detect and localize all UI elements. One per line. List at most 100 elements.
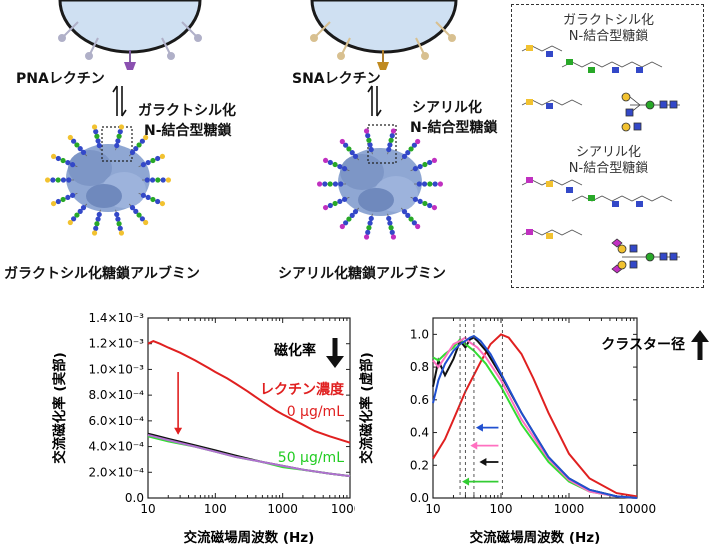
glycan-residue <box>337 198 343 205</box>
y-tick-label: 0.8 <box>410 360 429 374</box>
glycan-residue <box>55 177 61 183</box>
glycan-residue <box>342 196 348 202</box>
glycan-residue <box>412 196 418 202</box>
imaginary-part-chart: 10 100 1000 10000 0.0 0.2 0.4 0.6 0.8 1.0 交流磁場周波数 … <box>358 317 709 546</box>
glycan-residue <box>96 142 102 149</box>
inset-structures <box>521 45 680 274</box>
real-part-chart: 10 100 1000 10000 0.0 2.0×10⁻⁴ 4.0×10⁻⁴ 6.0×10⁻… <box>51 311 355 546</box>
glycan-residue <box>116 133 122 139</box>
glycan-residue <box>322 204 329 211</box>
glycan-residue <box>77 146 83 152</box>
left-glycan-label-2: N-結合型糖鎖 <box>144 123 232 139</box>
glycan-residue <box>431 204 438 211</box>
schematic <box>44 0 458 240</box>
plot-frame <box>147 317 351 499</box>
glycan-residue <box>117 225 123 231</box>
series-line-4 <box>432 334 638 499</box>
glycan-residue <box>139 216 145 222</box>
series-line-3 <box>432 336 638 499</box>
glycan-residue <box>94 133 100 139</box>
glycan-residue <box>71 138 77 144</box>
glycan-residue <box>368 215 374 222</box>
left-albumin-label: ガラクトシル化糖鎖アルブミン <box>4 266 200 282</box>
glycan-residue <box>322 181 328 187</box>
right-nanoparticle <box>310 0 458 70</box>
glycan-residue <box>338 181 344 187</box>
shift-arrow-head-3 <box>462 477 470 486</box>
glycan-residue <box>91 124 98 130</box>
glycan-residue <box>133 146 139 152</box>
glycan-residue <box>332 161 338 168</box>
arrow-label-susceptibility: 磁化率 <box>274 342 316 359</box>
glycan-residue <box>115 216 121 222</box>
glycan-residue <box>96 211 102 218</box>
glycan-residue <box>55 198 61 205</box>
glycan-residue <box>389 133 395 139</box>
right-albumin-label: シアリル化糖鎖アルブミン <box>278 266 446 282</box>
y-axis-label: 交流磁化率 (虚部) <box>358 352 375 464</box>
glycan-residue <box>93 129 99 135</box>
inset-bottom-label-2: N-結合型糖鎖 <box>568 161 649 176</box>
glycan-residue <box>388 137 394 143</box>
glycan-structure-inset: ガラクトシル化 N-結合型糖鎖 シアリル化 N-結合型糖鎖 <box>511 4 704 288</box>
y-tick-label: 2.0×10⁻⁴ <box>88 465 144 479</box>
legend-50: 50 μg/mL <box>278 450 344 466</box>
glycan-residue <box>390 128 397 134</box>
y-tick-label: 0.2 <box>410 458 429 472</box>
glycan-residue <box>65 159 71 166</box>
glycan-residue <box>422 161 428 168</box>
glycan-residue <box>118 124 125 130</box>
glycan-residue <box>55 155 61 162</box>
glycan-residue <box>114 142 120 149</box>
glycan-residue <box>390 234 397 240</box>
glycan-residue <box>415 223 421 230</box>
glycan-residue <box>115 138 121 144</box>
glycan-residue <box>60 177 67 183</box>
y-tick-label: 0.0 <box>125 491 144 505</box>
series-line-1 <box>432 336 638 499</box>
down-arrow-head <box>326 356 344 368</box>
glycan-residue <box>149 177 156 183</box>
glycan-residue <box>70 192 76 198</box>
x-tick-label: 10000 <box>331 502 355 516</box>
glycan-residue <box>342 166 348 172</box>
glycan-residue <box>352 153 359 159</box>
plot-frame <box>432 317 638 499</box>
glycan-residue <box>417 198 423 205</box>
glycan-residue <box>80 205 87 211</box>
glycan-residue <box>65 194 71 201</box>
glycan-residue <box>70 162 76 168</box>
series-line-3 <box>147 434 351 478</box>
legend-title: レクチン濃度 <box>260 381 345 398</box>
glycan-residue <box>327 202 333 209</box>
glycan-residue <box>346 216 352 222</box>
glycan-residue <box>95 138 101 144</box>
glycan-residue <box>118 230 125 236</box>
y-tick-label: 0.0 <box>410 491 429 505</box>
glycan-residue <box>386 146 392 153</box>
glycan-residue <box>160 177 166 183</box>
arrow-label-cluster-size: クラスター径 <box>601 336 685 353</box>
glycan-residue <box>60 196 66 203</box>
glycan-residue <box>421 181 428 187</box>
legend-0: 0 μg/mL <box>287 404 345 420</box>
y-tick-label: 1.0 <box>410 327 429 341</box>
glycan-residue <box>352 209 359 215</box>
decrease-arrow-head <box>174 427 183 435</box>
glycan-residue <box>145 194 151 201</box>
y-tick-label: 1.2×10⁻³ <box>88 337 144 351</box>
glycan-residue <box>144 177 150 183</box>
glycan-residue <box>67 219 73 226</box>
glycan-residue <box>133 208 139 214</box>
shift-arrow-head-1 <box>470 441 478 450</box>
y-tick-label: 4.0×10⁻⁴ <box>88 440 144 454</box>
glycan-residue <box>386 215 392 222</box>
shift-arrow-head-2 <box>479 458 487 466</box>
glycan-residue <box>366 137 372 143</box>
left-nanoparticle <box>58 0 202 70</box>
glycan-residue <box>91 230 98 236</box>
glycan-residue <box>363 234 370 240</box>
glycan-residue <box>50 177 56 183</box>
glycan-residue <box>412 166 418 172</box>
inset-top-label-2: N-結合型糖鎖 <box>568 29 649 44</box>
